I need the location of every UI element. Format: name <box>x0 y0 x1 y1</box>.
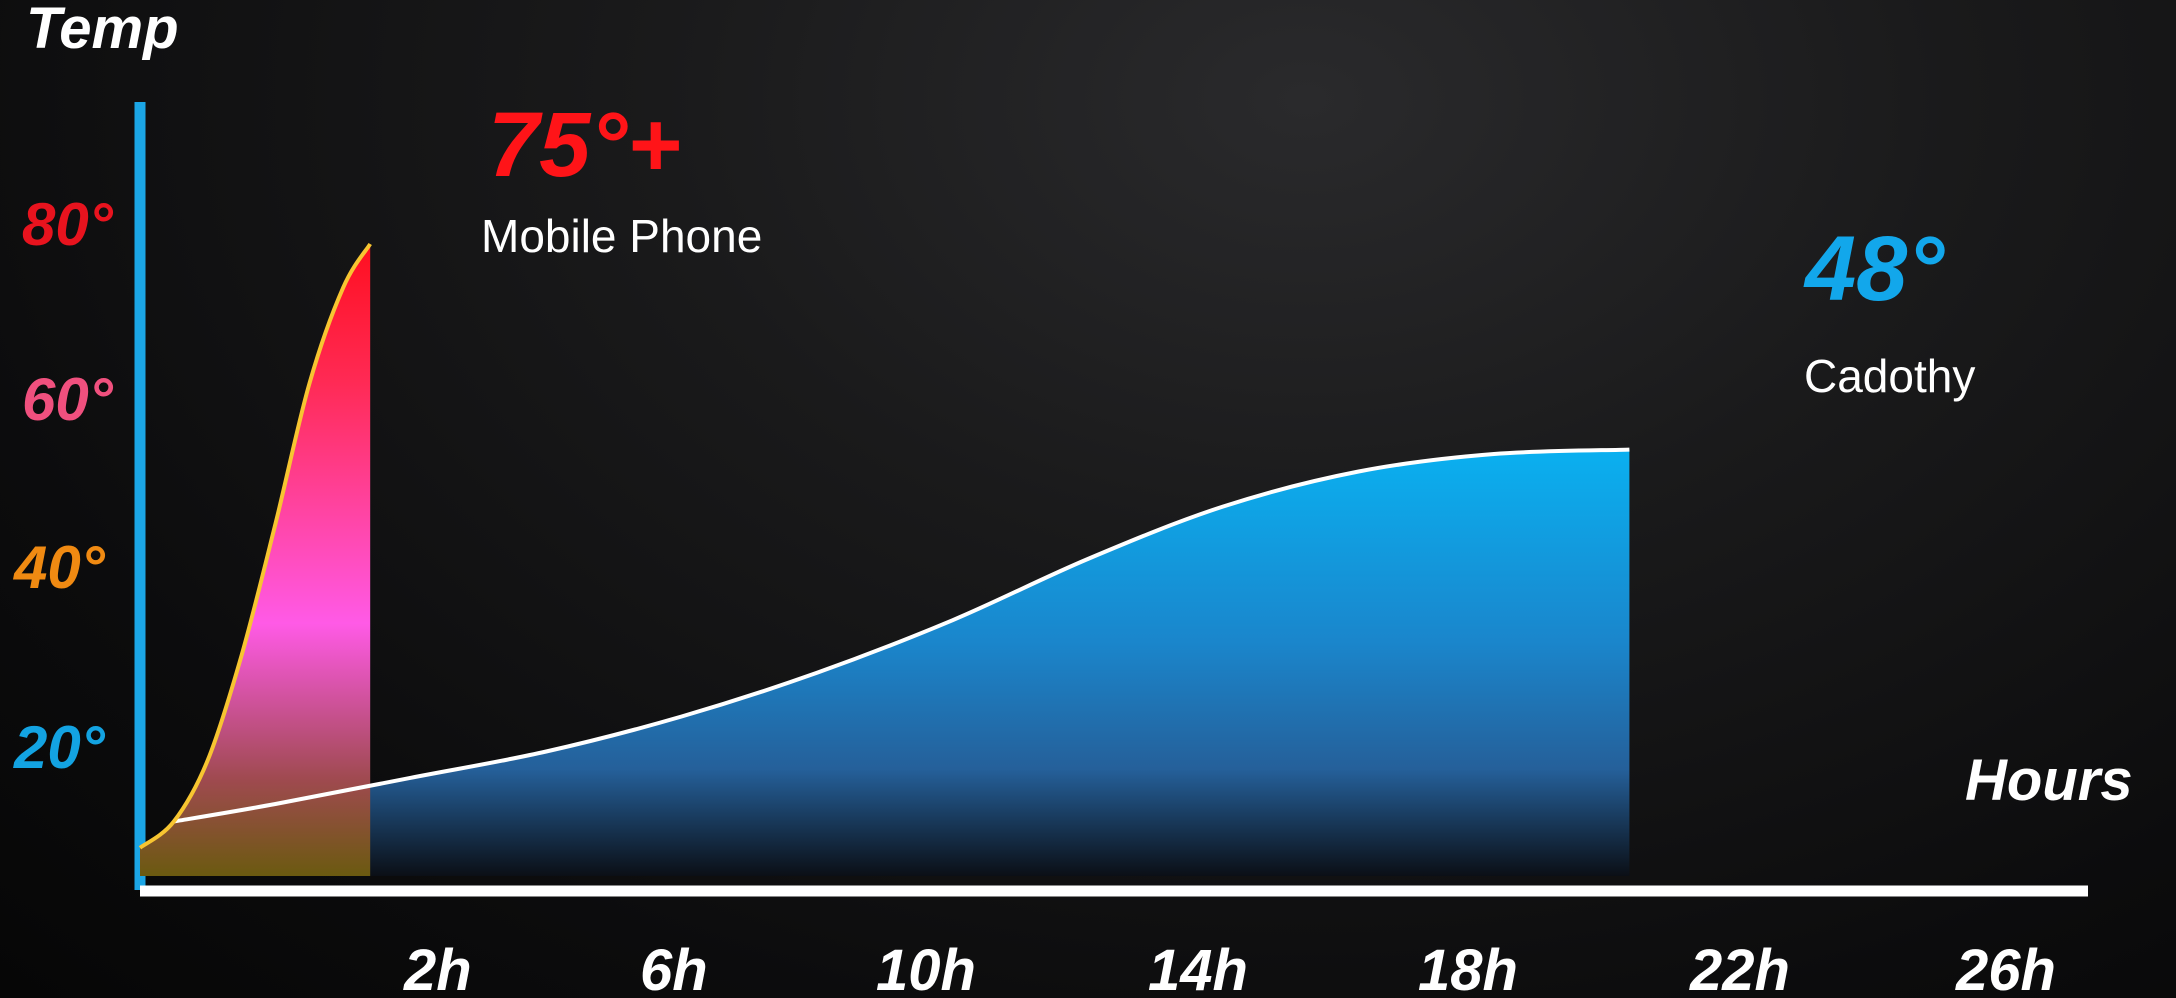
x-tick-label: 26h <box>1955 938 2056 998</box>
mobile-phone-area <box>140 244 371 876</box>
x-tick-label: 18h <box>1418 938 1518 998</box>
x-tick-label: 6h <box>640 938 708 998</box>
cadothy-peak-label: 48° <box>1803 218 1945 320</box>
cadothy-area <box>173 449 1630 876</box>
cadothy-series-name: Cadothy <box>1804 350 1975 402</box>
x-tick-label: 22h <box>1689 938 1790 998</box>
x-tick-label: 10h <box>876 938 976 998</box>
mobile-phone-peak-label: 75°+ <box>488 94 681 196</box>
y-tick-label: 60° <box>22 366 114 433</box>
y-tick-label: 20° <box>13 714 106 781</box>
y-tick-label: 40° <box>13 534 106 601</box>
x-axis-title: Hours <box>1965 748 2133 813</box>
mobile-phone-line <box>138 242 372 850</box>
mobile-phone-series-name: Mobile Phone <box>481 210 762 262</box>
y-tick-label: 80° <box>22 191 114 258</box>
cadothy-line <box>173 447 1630 824</box>
x-tick-label: 2h <box>403 938 472 998</box>
y-axis-title: Temp <box>26 0 179 61</box>
x-tick-label: 14h <box>1148 938 1248 998</box>
